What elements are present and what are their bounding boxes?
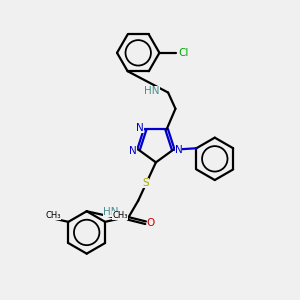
Text: N: N (136, 123, 144, 133)
Text: HN: HN (103, 206, 118, 217)
Text: CH₃: CH₃ (46, 211, 62, 220)
Text: N: N (129, 146, 137, 156)
Text: HN: HN (144, 86, 160, 96)
Text: O: O (147, 218, 155, 228)
Text: S: S (142, 178, 149, 188)
Text: CH₃: CH₃ (112, 211, 128, 220)
Text: N: N (175, 145, 182, 155)
Text: Cl: Cl (179, 48, 189, 58)
